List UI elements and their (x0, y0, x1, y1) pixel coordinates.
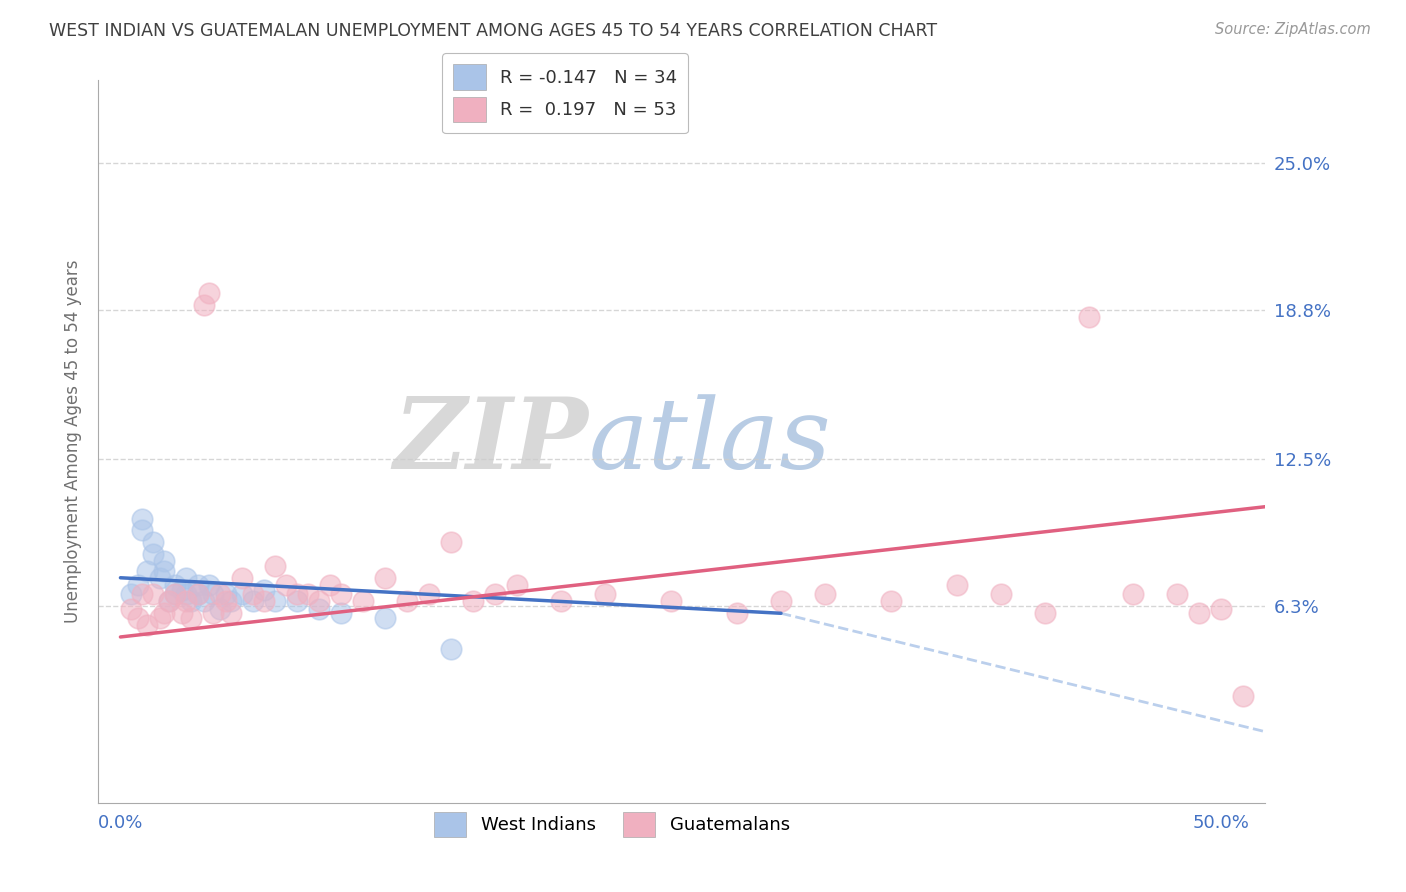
Point (252, 582, 274, 597)
Point (142, 547, 165, 561)
Point (215, 587, 238, 601)
Point (186, 587, 208, 601)
Point (263, 594, 285, 608)
Point (946, 578, 969, 592)
Point (418, 587, 440, 601)
Point (165, 587, 187, 601)
Point (725, 607, 748, 621)
Point (142, 587, 165, 601)
Point (814, 587, 837, 601)
Point (1166, 587, 1188, 601)
Point (208, 601, 231, 615)
Point (990, 587, 1012, 601)
Point (153, 554, 176, 568)
Point (242, 594, 264, 608)
Point (176, 587, 198, 601)
Point (274, 578, 297, 592)
Point (186, 578, 208, 592)
Point (127, 611, 149, 625)
Point (157, 594, 180, 608)
Y-axis label: Unemployment Among Ages 45 to 54 years: Unemployment Among Ages 45 to 54 years (63, 260, 82, 624)
Point (506, 578, 529, 592)
Point (440, 641, 463, 656)
Point (157, 594, 180, 608)
Point (593, 587, 616, 601)
Point (550, 594, 572, 608)
Point (297, 587, 319, 601)
Point (242, 587, 264, 601)
Point (440, 535, 463, 549)
Point (263, 558, 285, 573)
Point (308, 594, 330, 608)
Point (318, 578, 340, 592)
Point (186, 587, 208, 601)
Legend: West Indians, Guatemalans: West Indians, Guatemalans (426, 805, 797, 845)
Point (208, 587, 231, 601)
Point (308, 601, 330, 615)
Point (880, 594, 903, 608)
Text: atlas: atlas (589, 394, 831, 489)
Point (329, 607, 352, 621)
Point (131, 587, 153, 601)
Point (193, 298, 215, 312)
Point (1122, 587, 1144, 601)
Point (1078, 310, 1101, 325)
Point (329, 587, 352, 601)
Point (165, 587, 187, 601)
Point (120, 601, 142, 615)
Point (135, 564, 157, 578)
Point (176, 594, 198, 608)
Point (215, 594, 238, 608)
Point (120, 587, 142, 601)
Point (352, 594, 374, 608)
Point (135, 618, 157, 632)
Point (769, 594, 792, 608)
Point (484, 587, 506, 601)
Point (142, 535, 165, 549)
Point (219, 607, 242, 621)
Text: WEST INDIAN VS GUATEMALAN UNEMPLOYMENT AMONG AGES 45 TO 54 YEARS CORRELATION CHA: WEST INDIAN VS GUATEMALAN UNEMPLOYMENT A… (49, 22, 938, 40)
Point (149, 611, 172, 625)
Point (153, 607, 176, 621)
Point (1211, 601, 1233, 615)
Point (131, 511, 153, 525)
Point (165, 578, 187, 592)
Point (374, 571, 396, 585)
Point (201, 607, 224, 621)
Point (172, 582, 194, 597)
Point (1232, 689, 1254, 703)
Point (127, 578, 149, 592)
Point (172, 607, 194, 621)
Point (285, 587, 308, 601)
Point (197, 286, 219, 301)
Text: ZIP: ZIP (394, 393, 589, 490)
Point (153, 564, 176, 578)
Point (197, 578, 219, 592)
Point (659, 594, 682, 608)
Point (180, 611, 202, 625)
Point (231, 587, 253, 601)
Point (149, 571, 172, 585)
Point (252, 594, 274, 608)
Point (1188, 607, 1211, 621)
Point (193, 594, 215, 608)
Point (180, 594, 202, 608)
Point (461, 594, 484, 608)
Point (176, 571, 198, 585)
Point (131, 524, 153, 538)
Point (374, 611, 396, 625)
Text: Source: ZipAtlas.com: Source: ZipAtlas.com (1215, 22, 1371, 37)
Point (285, 594, 308, 608)
Point (395, 594, 418, 608)
Point (219, 594, 242, 608)
Point (231, 571, 253, 585)
Point (201, 587, 224, 601)
Point (1033, 607, 1056, 621)
